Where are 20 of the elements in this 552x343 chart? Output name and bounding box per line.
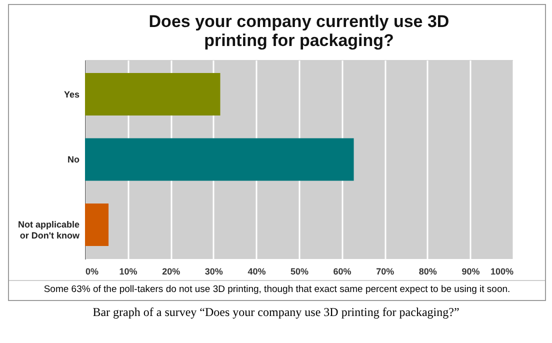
x-tick-label: 60% — [333, 266, 352, 276]
chart-title: Does your company currently use 3D printing for packaging? — [148, 12, 450, 50]
x-tick-label: 30% — [204, 266, 223, 276]
x-tick-label: 70% — [376, 266, 394, 276]
x-tick-label: 50% — [290, 266, 309, 276]
text: Bar graph of a survey “Does your company use 3D printing for packaging?” — [92, 305, 460, 320]
x-tick-label: 40% — [248, 266, 266, 276]
bar — [85, 138, 354, 181]
x-tick-label: 10% — [119, 266, 138, 276]
y-tick-label: Yes — [64, 89, 80, 100]
y-tick-label: Not applicable or Don't know — [18, 220, 80, 241]
bar — [85, 73, 220, 116]
x-tick-label: 90% — [462, 266, 480, 276]
x-tick-label: 80% — [418, 266, 437, 276]
x-tick-label: 100% — [490, 266, 514, 276]
x-tick-label: 20% — [162, 266, 180, 276]
bar — [85, 204, 109, 246]
text: Some 63% of the poll-takers do not use 3D printing, though that exact same percent expect to be using it soon. — [9, 280, 545, 300]
y-tick-label: No — [68, 154, 80, 164]
x-tick-label: 0% — [86, 266, 99, 276]
